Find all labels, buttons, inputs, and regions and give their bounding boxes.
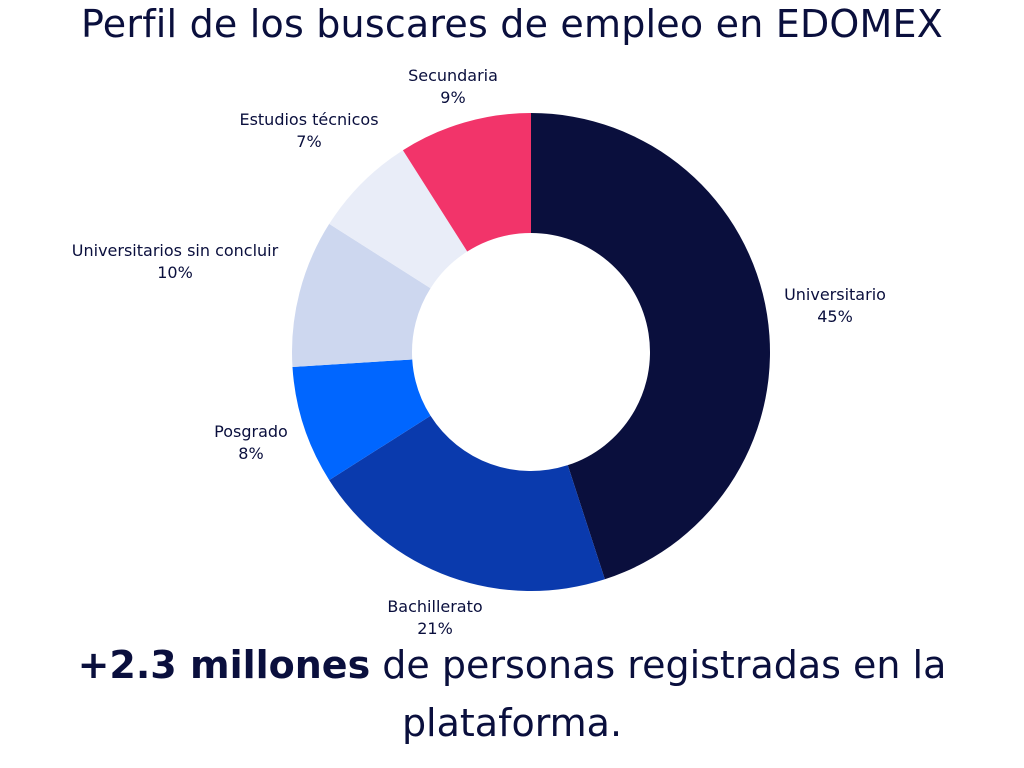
slice-universitarios-sin-concluir — [292, 223, 431, 368]
slice-value-label: 45% — [817, 307, 853, 326]
slice-posgrado — [292, 359, 431, 481]
slice-value-label: 9% — [440, 88, 465, 107]
slice-value-label: 7% — [296, 132, 321, 151]
footer-line1: de personas registradas en la — [370, 643, 947, 687]
footer-highlight: +2.3 millones — [77, 643, 371, 687]
label-group: Universitario 45% Bachillerato 21% Posgrado 8… — [72, 66, 886, 638]
footer-text: +2.3 millones de personas registradas en… — [0, 636, 1024, 752]
footer-line2: plataforma. — [401, 701, 623, 745]
slice-value-label: 8% — [238, 444, 263, 463]
slice-label: Bachillerato — [387, 597, 482, 616]
slice-label: Posgrado — [214, 422, 288, 441]
slice-label: Secundaria — [408, 66, 498, 85]
slice-group — [292, 113, 770, 591]
slice-label: Universitario — [784, 285, 886, 304]
chart-title: Perfil de los buscares de empleo en EDOM… — [81, 2, 943, 46]
slice-secundaria — [402, 113, 531, 252]
slice-value-label: 21% — [417, 619, 453, 638]
slice-label: Estudios técnicos — [239, 110, 378, 129]
slice-value-label: 10% — [157, 263, 193, 282]
slice-bachillerato — [329, 415, 605, 591]
slice-label: Universitarios sin concluir — [72, 241, 279, 260]
slice-estudios-t-cnicos — [329, 150, 468, 289]
slice-universitario — [531, 113, 770, 580]
